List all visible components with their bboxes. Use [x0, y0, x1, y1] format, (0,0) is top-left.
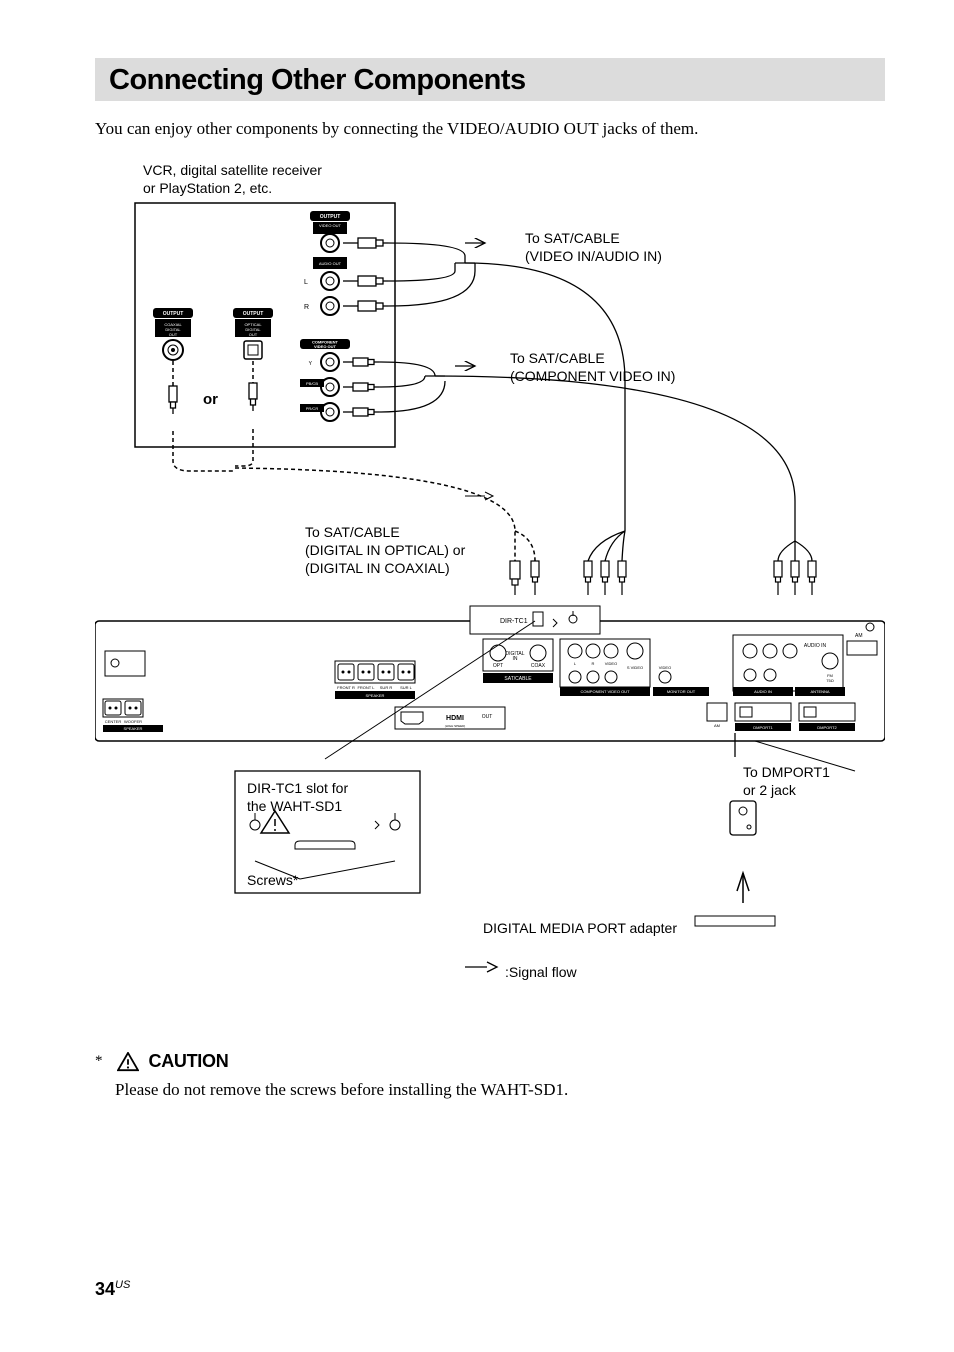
svg-text:L: L [304, 279, 308, 286]
page-title: Connecting Other Components [109, 64, 871, 97]
svg-text:FRONT L: FRONT L [357, 685, 375, 690]
svg-text:WOOFER: WOOFER [124, 719, 142, 724]
svg-text:CENTER: CENTER [105, 719, 122, 724]
svg-text:HDMI: HDMI [446, 715, 464, 722]
svg-text:AUDIO OUT: AUDIO OUT [319, 261, 342, 266]
svg-text:(HIGH SPEED): (HIGH SPEED) [445, 724, 466, 728]
svg-text:SUR R: SUR R [380, 685, 393, 690]
svg-text:COMPONENT VIDEO OUT: COMPONENT VIDEO OUT [580, 689, 630, 694]
svg-text:IN: IN [513, 656, 518, 662]
warning-icon [117, 1052, 139, 1072]
svg-text:ANTENNA: ANTENNA [810, 689, 829, 694]
svg-text:PR/CR: PR/CR [306, 406, 319, 411]
svg-text:OUTPUT: OUTPUT [243, 311, 264, 317]
svg-text:OUT: OUT [169, 332, 178, 337]
svg-text:DIR-TC1: DIR-TC1 [500, 618, 528, 625]
caution-asterisk: * [95, 1053, 103, 1070]
title-bar: Connecting Other Components [95, 58, 885, 101]
svg-text:L: L [574, 661, 577, 666]
svg-text:DMPORT1: DMPORT1 [753, 725, 773, 730]
intro-text: You can enjoy other components by connec… [95, 119, 885, 139]
svg-text:VIDEO OUT: VIDEO OUT [314, 344, 337, 349]
svg-text:AUDIO IN: AUDIO IN [804, 643, 827, 649]
svg-text:AM: AM [855, 633, 863, 639]
svg-text:DMPORT2: DMPORT2 [817, 725, 837, 730]
svg-text:R: R [304, 304, 309, 311]
svg-text:OUTPUT: OUTPUT [320, 214, 341, 220]
svg-text:75Ω: 75Ω [826, 678, 833, 683]
svg-text:PB/CB: PB/CB [306, 381, 318, 386]
svg-text:VIDEO: VIDEO [659, 665, 671, 670]
svg-text:SAT/CABLE: SAT/CABLE [504, 676, 532, 682]
page-number: 34US [95, 1279, 130, 1300]
svg-text:OUTPUT: OUTPUT [163, 311, 184, 317]
svg-text:SPEAKER: SPEAKER [124, 726, 143, 731]
connection-diagram: VCR, digital satellite receiver or PlayS… [95, 161, 885, 1011]
svg-text:Y: Y [309, 361, 313, 367]
svg-text:S VIDEO: S VIDEO [627, 665, 643, 670]
svg-text:AUDIO IN: AUDIO IN [754, 689, 772, 694]
svg-text:VIDEO OUT: VIDEO OUT [319, 223, 342, 228]
svg-text:VIDEO: VIDEO [605, 661, 617, 666]
svg-text:R: R [592, 661, 595, 666]
svg-text:OPT: OPT [493, 663, 503, 669]
svg-text:SPEAKER: SPEAKER [366, 693, 385, 698]
svg-text:COAX: COAX [531, 663, 546, 669]
caution-text: Please do not remove the screws before i… [115, 1080, 885, 1100]
svg-text:SUR L: SUR L [400, 685, 413, 690]
dmp-adapter-icon [730, 801, 756, 903]
svg-text:FRONT R: FRONT R [337, 685, 355, 690]
svg-text:AM: AM [714, 723, 720, 728]
svg-text:OUT: OUT [482, 714, 493, 720]
diagram-svg: OUTPUT VIDEO OUT AUDIO OUT L R OUTPUT [95, 161, 885, 1011]
svg-text:OUT: OUT [249, 332, 258, 337]
svg-text:MONITOR OUT: MONITOR OUT [667, 689, 696, 694]
caution-heading: CAUTION [149, 1051, 229, 1072]
caution-section: * CAUTION [95, 1051, 885, 1072]
